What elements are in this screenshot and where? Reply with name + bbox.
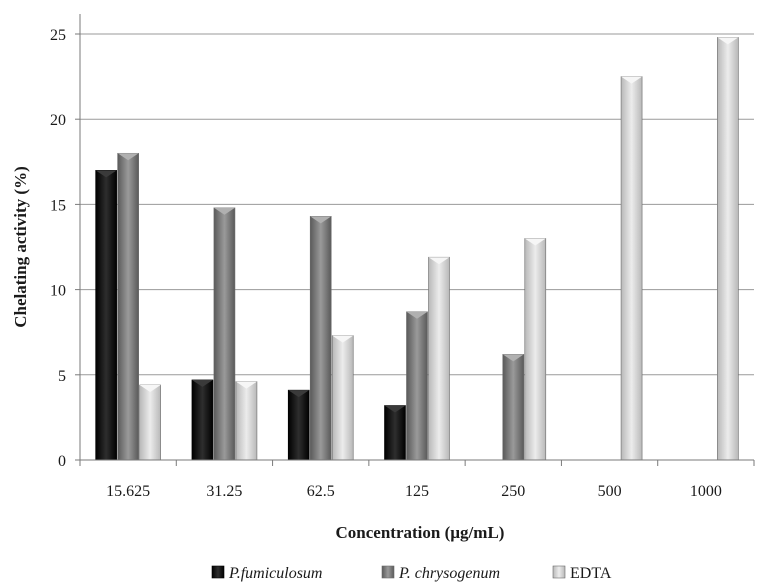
y-tick-label: 10 [50,283,66,300]
legend-item: P. chrysogenum [381,565,500,582]
bar [309,216,332,461]
x-tick-label: 15.625 [106,483,150,500]
legend-swatch [211,565,225,579]
bar [717,37,739,461]
bars [95,37,739,461]
x-tick-label: 62.5 [307,483,335,500]
axes [75,14,755,466]
legend-swatch [381,565,395,579]
legend-item: P.fumiculosum [211,565,322,582]
bar [235,381,258,461]
bar [406,311,428,461]
x-tick-label: 125 [405,483,429,500]
bar [213,207,236,461]
y-tick-label: 25 [50,27,66,44]
bar [117,152,139,461]
bar [191,379,214,461]
y-axis-title: Chelating activity (%) [11,166,30,327]
x-axis-title: Concentration (µg/mL) [336,523,505,542]
x-tick-labels: 15.625 31.25 62.5 125 250 500 1000 [106,483,722,500]
x-tick-label: 250 [501,483,525,500]
bar [620,76,643,461]
legend-label: P.fumiculosum [228,565,322,582]
x-tick-label: 500 [598,483,622,500]
bar [287,389,310,461]
y-tick-label: 20 [50,112,66,129]
legend: P.fumiculosum P. chrysogenum EDTA [211,565,612,582]
bar [139,384,161,461]
y-tick-label: 15 [50,197,66,214]
bar [384,405,406,461]
legend-item: EDTA [552,565,612,582]
bar [524,238,547,461]
bar [95,170,117,461]
bar [428,256,450,461]
bar [502,354,525,461]
bar [331,335,354,461]
y-tick-label: 5 [58,368,66,385]
legend-label: EDTA [570,565,612,582]
x-tick-label: 1000 [690,483,722,500]
legend-label: P. chrysogenum [398,565,500,582]
y-tick-labels: 0 5 10 15 20 25 [50,27,66,470]
x-tick-label: 31.25 [206,483,242,500]
y-tick-label: 0 [58,453,66,470]
legend-swatch [552,565,566,579]
